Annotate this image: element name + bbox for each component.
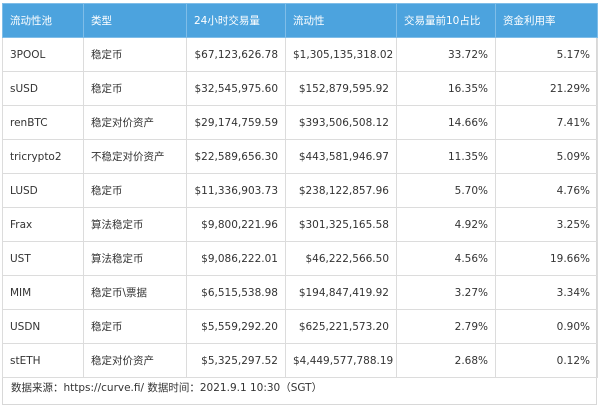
number-cell: $5,559,292.20 xyxy=(186,309,286,344)
text-cell: 稳定币 xyxy=(83,173,187,208)
table-row: Frax 算法稳定币 $9,800,221.96 $301,325,165.58 4.9… xyxy=(2,207,598,242)
number-cell: $9,086,222.01 xyxy=(186,241,286,276)
table-row: renBTC 稳定对价资产 $29,174,759.59 $393,506,508.1… xyxy=(2,105,598,140)
number-cell: 5.70% xyxy=(396,173,496,208)
number-cell: $301,325,165.58 xyxy=(285,207,397,242)
text-cell: sUSD xyxy=(2,71,84,106)
number-cell: 11.35% xyxy=(396,139,496,174)
header-cell: 24小时交易量 xyxy=(186,3,286,38)
text-cell: 3POOL xyxy=(2,37,84,72)
table-row: tricrypto2 不稳定对价资产 $22,589,656.30 $443,581,… xyxy=(2,139,598,174)
number-cell: 3.27% xyxy=(396,275,496,310)
number-cell: $46,222,566.50 xyxy=(285,241,397,276)
text-cell: 稳定币 xyxy=(83,309,187,344)
text-cell: 算法稳定币 xyxy=(83,241,187,276)
table-row: UST 算法稳定币 $9,086,222.01 $46,222,566.50 4.56%… xyxy=(2,241,598,276)
text-cell: tricrypto2 xyxy=(2,139,84,174)
header-cell: 流动性池 xyxy=(2,3,84,38)
number-cell: $625,221,573.20 xyxy=(285,309,397,344)
table-body: 3POOL 稳定币 $67,123,626.78 $1,305,135,318.02 3… xyxy=(2,37,598,378)
number-cell: 4.92% xyxy=(396,207,496,242)
number-cell: $32,545,975.60 xyxy=(186,71,286,106)
number-cell: 0.12% xyxy=(495,343,598,378)
text-cell: 稳定对价资产 xyxy=(83,105,187,140)
number-cell: 16.35% xyxy=(396,71,496,106)
number-cell: 5.17% xyxy=(495,37,598,72)
header-cell: 交易量前10占比 xyxy=(396,3,496,38)
header-cell: 流动性 xyxy=(285,3,397,38)
number-cell: $4,449,577,788.19 xyxy=(285,343,397,378)
number-cell: 5.09% xyxy=(495,139,598,174)
number-cell: $6,515,538.98 xyxy=(186,275,286,310)
text-cell: renBTC xyxy=(2,105,84,140)
header-row: 流动性池 类型 24小时交易量 流动性 交易量前10占比 资金利用率 xyxy=(2,3,598,38)
number-cell: 4.76% xyxy=(495,173,598,208)
number-cell: $9,800,221.96 xyxy=(186,207,286,242)
text-cell: 稳定币\票据 xyxy=(83,275,187,310)
number-cell: $152,879,595.92 xyxy=(285,71,397,106)
data-table: 流动性池 类型 24小时交易量 流动性 交易量前10占比 资金利用率 3POOL 稳定币 $6… xyxy=(2,3,598,378)
text-cell: 稳定币 xyxy=(83,37,187,72)
number-cell: 4.56% xyxy=(396,241,496,276)
number-cell: 2.79% xyxy=(396,309,496,344)
number-cell: $393,506,508.12 xyxy=(285,105,397,140)
table-row: sUSD 稳定币 $32,545,975.60 $152,879,595.92 16.3… xyxy=(2,71,598,106)
number-cell: 7.41% xyxy=(495,105,598,140)
number-cell: 14.66% xyxy=(396,105,496,140)
header-cell: 资金利用率 xyxy=(495,3,598,38)
number-cell: $22,589,656.30 xyxy=(186,139,286,174)
text-cell: 不稳定对价资产 xyxy=(83,139,187,174)
number-cell: $238,122,857.96 xyxy=(285,173,397,208)
number-cell: $5,325,297.52 xyxy=(186,343,286,378)
text-cell: 算法稳定币 xyxy=(83,207,187,242)
number-cell: $1,305,135,318.02 xyxy=(285,37,397,72)
number-cell: $194,847,419.92 xyxy=(285,275,397,310)
footer-note: 数据来源：https://curve.fi/ 数据时间：2021.9.1 10:… xyxy=(11,382,323,394)
table-row: USDN 稳定币 $5,559,292.20 $625,221,573.20 2.79%… xyxy=(2,309,598,344)
number-cell: $29,174,759.59 xyxy=(186,105,286,140)
text-cell: 稳定币 xyxy=(83,71,187,106)
number-cell: $443,581,946.97 xyxy=(285,139,397,174)
number-cell: 33.72% xyxy=(396,37,496,72)
table-frame: 流动性池 类型 24小时交易量 流动性 交易量前10占比 资金利用率 3POOL 稳定币 $6… xyxy=(2,3,598,405)
header-cell: 类型 xyxy=(83,3,187,38)
text-cell: stETH xyxy=(2,343,84,378)
number-cell: 2.68% xyxy=(396,343,496,378)
table-row: MIM 稳定币\票据 $6,515,538.98 $194,847,419.92 3.2… xyxy=(2,275,598,310)
number-cell: 0.90% xyxy=(495,309,598,344)
table-row: 3POOL 稳定币 $67,123,626.78 $1,305,135,318.02 3… xyxy=(2,37,598,72)
text-cell: 稳定对价资产 xyxy=(83,343,187,378)
table-row: LUSD 稳定币 $11,336,903.73 $238,122,857.96 5.70… xyxy=(2,173,598,208)
text-cell: MIM xyxy=(2,275,84,310)
text-cell: Frax xyxy=(2,207,84,242)
number-cell: $11,336,903.73 xyxy=(186,173,286,208)
text-cell: USDN xyxy=(2,309,84,344)
text-cell: LUSD xyxy=(2,173,84,208)
number-cell: 3.34% xyxy=(495,275,598,310)
number-cell: 21.29% xyxy=(495,71,598,106)
number-cell: $67,123,626.78 xyxy=(186,37,286,72)
number-cell: 19.66% xyxy=(495,241,598,276)
text-cell: UST xyxy=(2,241,84,276)
table-row: stETH 稳定对价资产 $5,325,297.52 $4,449,577,788.1… xyxy=(2,343,598,378)
number-cell: 3.25% xyxy=(495,207,598,242)
